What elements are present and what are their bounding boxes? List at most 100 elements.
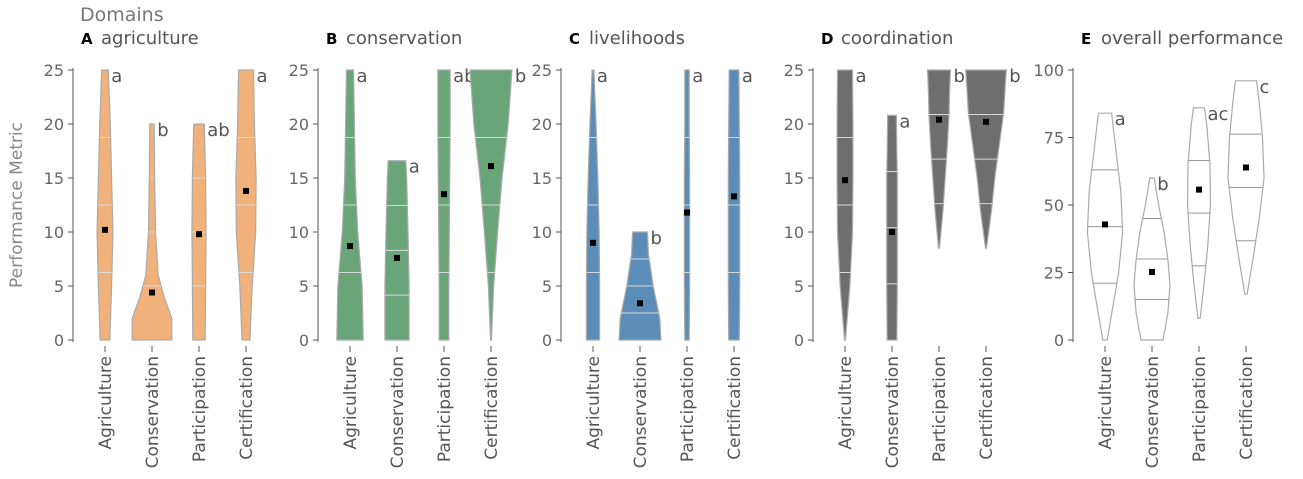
x-tick-label: Certification [725,356,745,460]
x-tick-label: Certification [482,356,502,460]
panel-letter: B [326,30,337,48]
significance-letter: a [692,66,703,87]
panel-title: overall performance [1101,28,1283,49]
y-tick-label: 5 [299,277,309,296]
mean-marker [637,300,643,307]
y-tick-label: 50 [1044,196,1064,215]
mean-marker [1196,186,1202,193]
x-tick-label: Participation [1190,356,1210,462]
y-tick-label: 10 [289,223,309,242]
y-tick-label: 20 [44,115,64,134]
y-tick-label: 10 [784,223,804,242]
x-tick-label: Agriculture [341,356,361,450]
mean-marker [842,177,848,184]
panel-letter: E [1081,30,1091,48]
y-tick-label: 10 [532,223,552,242]
y-tick-label: 75 [1044,129,1064,148]
mean-marker [1243,164,1249,171]
significance-letter: ab [207,120,229,141]
y-tick-label: 15 [784,169,804,188]
y-tick-label: 5 [542,277,552,296]
significance-letter: b [953,66,964,87]
significance-letter: a [256,66,267,87]
y-tick-label: 25 [44,61,64,80]
panel-title: coordination [841,28,953,49]
significance-letter: a [597,66,608,87]
x-tick-label: Conservation [1143,356,1163,468]
panel-title: conservation [346,28,462,49]
x-tick-label: Certification [237,356,257,460]
y-tick-label: 0 [54,331,64,350]
mean-marker [441,191,447,198]
y-tick-label: 20 [532,115,552,134]
x-tick-label: Certification [1237,356,1257,460]
panel-letter: D [821,30,833,48]
x-tick-label: Conservation [143,356,163,468]
mean-marker [488,163,494,170]
y-tick-label: 0 [1054,331,1064,350]
x-tick-label: Participation [190,356,210,462]
y-tick-label: 20 [784,115,804,134]
mean-marker [347,243,353,250]
x-tick-label: Participation [930,356,950,462]
y-tick-label: 15 [289,169,309,188]
y-tick-label: 0 [794,331,804,350]
y-tick-label: 5 [794,277,804,296]
mean-marker [1149,268,1155,275]
mean-marker [590,239,596,246]
y-tick-label: 5 [54,277,64,296]
significance-letter: ac [1208,104,1229,125]
panel-title: livelihoods [589,28,685,49]
mean-marker [731,193,737,200]
x-tick-label: Conservation [883,356,903,468]
legend-title: Domains [80,4,164,26]
mean-marker [243,187,249,194]
x-tick-label: Participation [435,356,455,462]
y-tick-label: 100 [1033,61,1064,80]
significance-letter: a [1115,109,1126,130]
y-tick-label: 15 [532,169,552,188]
x-tick-label: Certification [977,356,997,460]
y-tick-label: 0 [299,331,309,350]
significance-letter: b [157,120,168,141]
y-tick-label: 25 [532,61,552,80]
y-axis-label: Performance Metric [7,122,27,288]
mean-marker [983,118,989,125]
x-tick-label: Agriculture [836,356,856,450]
x-tick-label: Conservation [388,356,408,468]
panel-letter: C [569,30,580,48]
mean-marker [936,116,942,123]
significance-letter: b [1157,174,1168,195]
mean-marker [394,254,400,261]
y-tick-label: 25 [289,61,309,80]
panel-letter: A [81,30,93,48]
mean-marker [889,229,895,235]
significance-letter: a [855,66,866,87]
significance-letter: a [742,66,753,87]
panel-title: agriculture [101,28,199,49]
mean-marker [149,289,155,296]
y-tick-label: 25 [1044,264,1064,283]
significance-letter: c [1260,77,1270,98]
y-tick-label: 0 [542,331,552,350]
mean-marker [196,231,202,238]
significance-letter: a [899,111,910,132]
y-tick-label: 25 [784,61,804,80]
mean-marker [684,209,690,216]
significance-letter: b [515,66,526,87]
x-tick-label: Agriculture [1096,356,1116,450]
significance-letter: b [650,228,661,249]
y-tick-label: 10 [44,223,64,242]
significance-letter: a [111,66,122,87]
x-tick-label: Participation [678,356,698,462]
significance-letter: a [409,157,420,178]
y-tick-label: 15 [44,169,64,188]
significance-letter: a [357,66,368,87]
x-tick-label: Conservation [631,356,651,468]
